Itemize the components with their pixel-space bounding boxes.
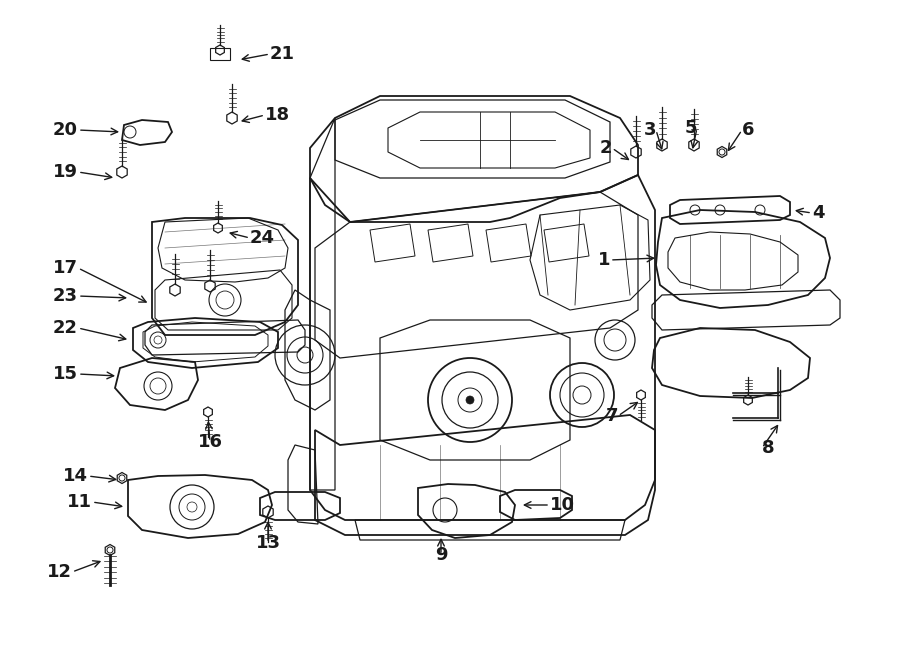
Text: 12: 12 [47,563,72,581]
Text: 10: 10 [550,496,575,514]
Text: 14: 14 [63,467,88,485]
Text: 8: 8 [762,439,775,457]
Text: 4: 4 [812,204,824,222]
Text: 22: 22 [53,319,78,337]
Text: 5: 5 [685,119,697,137]
Text: 20: 20 [53,121,78,139]
Text: 2: 2 [599,139,612,157]
Text: 18: 18 [265,106,290,124]
Circle shape [466,396,474,404]
Text: 1: 1 [598,251,610,269]
Text: 17: 17 [53,259,78,277]
Text: 6: 6 [742,121,754,139]
Text: 23: 23 [53,287,78,305]
Text: 9: 9 [435,546,447,564]
Text: 3: 3 [644,121,656,139]
Text: 7: 7 [606,407,618,425]
Text: 16: 16 [197,433,222,451]
Text: 11: 11 [67,493,92,511]
Text: 15: 15 [53,365,78,383]
Text: 21: 21 [270,45,295,63]
Text: 13: 13 [256,534,281,552]
Text: 19: 19 [53,163,78,181]
Text: 24: 24 [250,229,275,247]
